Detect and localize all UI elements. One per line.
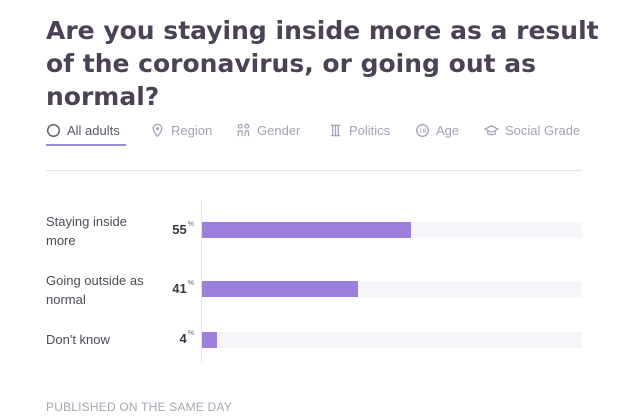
circle-icon [46, 123, 61, 138]
gender-icon [236, 123, 251, 138]
filter-tabs: All adults Region Gender Politics 18 Age… [46, 119, 586, 141]
tab-gender[interactable]: Gender [236, 119, 300, 141]
graduation-cap-icon [484, 123, 499, 138]
data-label: 4% [179, 330, 194, 346]
bar [202, 332, 218, 348]
chart-axis-line [201, 200, 202, 363]
bar [202, 222, 411, 238]
age-icon: 18 [415, 123, 430, 138]
bar-label: Going outside as normal [46, 273, 144, 307]
chart-title: Are you staying inside more as a result … [46, 16, 599, 111]
tab-label: Politics [349, 122, 391, 138]
bar-label: Don't know [46, 332, 110, 347]
tab-all-adults[interactable]: All adults [46, 119, 120, 141]
bar-label: Staying inside more [46, 214, 127, 248]
data-label: 41% [172, 280, 194, 296]
tab-age[interactable]: 18 Age [415, 119, 459, 141]
tab-politics[interactable]: Politics [328, 119, 390, 141]
data-label: 55% [172, 221, 194, 237]
pillar-icon [328, 123, 343, 138]
bar-track [202, 332, 582, 348]
active-tab-indicator [46, 144, 126, 146]
tab-social-grade[interactable]: Social Grade [484, 119, 580, 141]
footer-text: PUBLISHED ON THE SAME DAY [46, 400, 232, 414]
svg-text:18: 18 [419, 127, 427, 134]
tab-label: Age [436, 122, 460, 138]
divider [46, 170, 582, 171]
tab-region[interactable]: Region [150, 119, 212, 141]
tab-label: Gender [257, 122, 301, 138]
map-pin-icon [150, 123, 165, 138]
tab-label: All adults [67, 122, 120, 138]
tab-label: Social Grade [505, 122, 581, 138]
tab-label: Region [171, 122, 213, 138]
bar [202, 281, 358, 297]
